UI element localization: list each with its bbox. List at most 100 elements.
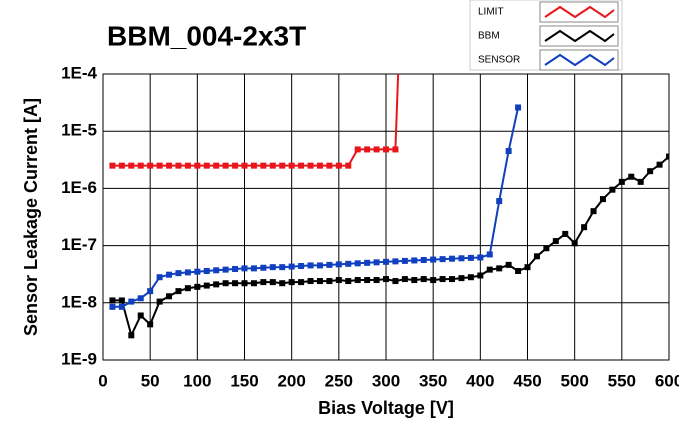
- data-point: [137, 312, 144, 319]
- data-point: [383, 258, 389, 265]
- data-point: [307, 262, 314, 269]
- data-point: [647, 168, 654, 175]
- data-point: [467, 274, 474, 281]
- y-tick-label: 1E-8: [61, 292, 97, 311]
- x-tick-label: 50: [141, 371, 160, 390]
- data-point: [449, 276, 456, 283]
- data-point: [184, 285, 191, 292]
- data-point: [515, 267, 522, 274]
- y-axis-label: Sensor Leakage Current [A]: [21, 98, 41, 336]
- data-point: [392, 258, 399, 265]
- data-point: [420, 257, 427, 264]
- data-point: [137, 295, 144, 302]
- data-point: [213, 162, 220, 169]
- x-tick-label: 450: [513, 371, 541, 390]
- data-point: [458, 275, 465, 282]
- data-point: [581, 224, 588, 231]
- x-tick-label: 550: [608, 371, 636, 390]
- data-point: [411, 277, 418, 284]
- data-point: [184, 269, 191, 276]
- x-tick-label: 0: [98, 371, 107, 390]
- data-point: [203, 282, 210, 289]
- data-point: [175, 288, 182, 295]
- data-point: [109, 162, 116, 169]
- data-point: [279, 280, 286, 287]
- x-axis-label: Bias Voltage [V]: [318, 398, 454, 418]
- x-tick-label: 600: [655, 371, 679, 390]
- data-point: [430, 277, 437, 284]
- data-point: [109, 303, 116, 310]
- data-point: [477, 272, 484, 279]
- data-point: [449, 255, 456, 262]
- data-point: [326, 278, 333, 285]
- data-point: [364, 146, 371, 153]
- data-point: [515, 104, 522, 111]
- x-tick-label: 100: [183, 371, 211, 390]
- data-point: [260, 162, 267, 169]
- data-point: [628, 173, 635, 180]
- data-point: [430, 256, 437, 263]
- data-point: [505, 148, 512, 155]
- data-point: [269, 264, 276, 271]
- y-tick-label: 1E-7: [61, 235, 97, 254]
- data-point: [250, 265, 257, 272]
- data-point: [156, 162, 163, 169]
- data-point: [147, 162, 154, 169]
- y-tick-label: 1E-4: [61, 63, 97, 82]
- data-point: [250, 280, 257, 287]
- data-point: [392, 278, 399, 285]
- data-point: [279, 162, 286, 169]
- data-point: [496, 265, 503, 272]
- data-point: [298, 279, 305, 286]
- data-point: [241, 280, 248, 287]
- legend-label: BBM: [478, 31, 500, 42]
- data-point: [166, 293, 173, 300]
- legend-label: LIMIT: [478, 7, 504, 18]
- data-point: [166, 271, 173, 278]
- data-point: [269, 279, 276, 286]
- data-point: [571, 240, 578, 247]
- x-tick-label: 200: [277, 371, 305, 390]
- data-point: [241, 162, 248, 169]
- data-point: [364, 277, 371, 284]
- data-point: [137, 162, 144, 169]
- data-point: [401, 257, 408, 264]
- data-point: [335, 162, 342, 169]
- data-point: [175, 162, 182, 169]
- x-tick-label: 150: [230, 371, 258, 390]
- data-point: [250, 162, 257, 169]
- data-point: [298, 162, 305, 169]
- data-point: [241, 265, 248, 272]
- data-point: [118, 162, 125, 169]
- data-point: [467, 254, 474, 261]
- data-point: [260, 264, 267, 271]
- data-point: [345, 260, 352, 267]
- data-point: [279, 264, 286, 271]
- data-point: [298, 262, 305, 269]
- data-point: [524, 264, 531, 271]
- data-point: [354, 277, 361, 284]
- data-point: [335, 277, 342, 284]
- data-point: [147, 321, 154, 328]
- data-point: [392, 146, 399, 153]
- data-point: [288, 279, 295, 286]
- data-point: [401, 276, 408, 283]
- data-point: [618, 178, 625, 185]
- data-point: [232, 265, 239, 272]
- data-point: [609, 186, 616, 193]
- data-point: [194, 162, 201, 169]
- data-point: [533, 253, 540, 260]
- data-point: [599, 196, 606, 203]
- data-point: [411, 257, 418, 264]
- data-point: [486, 251, 493, 258]
- data-point: [496, 198, 503, 205]
- data-point: [505, 261, 512, 268]
- data-point: [373, 277, 380, 284]
- data-point: [458, 255, 465, 262]
- data-point: [222, 162, 229, 169]
- data-point: [373, 259, 380, 266]
- data-point: [383, 146, 389, 153]
- data-point: [543, 245, 550, 252]
- data-point: [260, 279, 267, 286]
